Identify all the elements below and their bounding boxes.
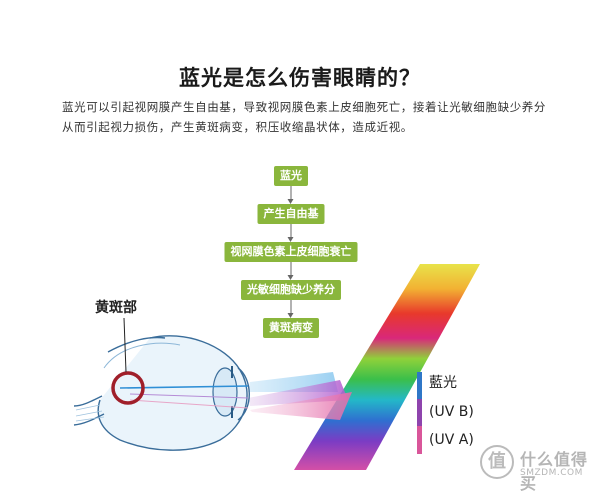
macula-pointer — [123, 317, 127, 373]
legend-label-uva: (UV A) — [429, 432, 474, 448]
flow-step-free-radicals: 产生自由基 — [257, 204, 325, 224]
flow-step-macular-degeneration: 黄斑病变 — [263, 318, 319, 338]
flow-step-cell-death: 视网膜色素上皮细胞衰亡 — [224, 242, 358, 262]
inner-pink-ray — [129, 399, 249, 409]
macula-label: 黄斑部 — [95, 300, 137, 316]
flow-arrow — [287, 300, 294, 318]
uva-beam — [250, 392, 352, 420]
description: 蓝光可以引起视网膜产生自由基，导致视网膜色素上皮细胞死亡，接着让光敏细胞缺少养分… — [62, 100, 546, 134]
legend-label-uvb: (UV B) — [429, 404, 474, 420]
watermark-sub: SMZDM.COM — [520, 468, 583, 478]
inner-violet-ray — [129, 393, 249, 399]
flow-arrow — [287, 186, 294, 204]
watermark-logo-icon: 值 — [480, 445, 514, 479]
legend-bar-uva — [417, 426, 422, 454]
page-title: 蓝光是怎么伤害眼睛的？ — [179, 66, 421, 90]
legend-bar-blue — [417, 372, 422, 399]
flow-step-nutrient-lack: 光敏细胞缺少养分 — [241, 280, 341, 300]
flow-step-blue-light: 蓝光 — [274, 166, 308, 186]
flow-arrow — [287, 262, 294, 280]
eyeball — [73, 335, 250, 451]
watermark: 值 什么值得买 SMZDM.COM — [480, 442, 600, 494]
watermark-text: 什么值得买 — [520, 450, 589, 493]
legend-label-blue: 藍光 — [429, 375, 457, 391]
flow-arrow — [287, 224, 294, 242]
legend-bar-uvb — [417, 399, 422, 426]
macula-ring — [111, 371, 145, 405]
